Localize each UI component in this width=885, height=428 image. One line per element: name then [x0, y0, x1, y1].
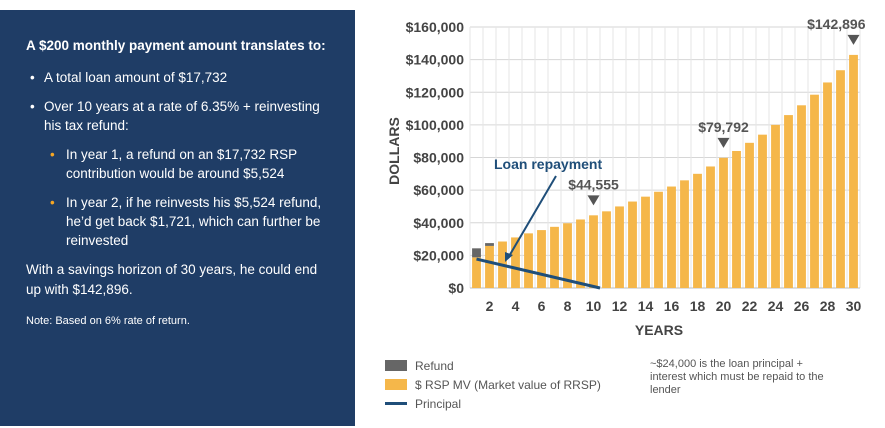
rsp-bar: [472, 257, 481, 288]
x-tick-label: 24: [768, 298, 784, 314]
x-tick-label: 30: [846, 298, 862, 314]
y-tick-label: $20,000: [413, 247, 464, 263]
rsp-bar: [589, 215, 598, 288]
x-tick-label: 12: [612, 298, 628, 314]
callout-marker-icon: [587, 195, 600, 206]
rsp-bar: [576, 219, 585, 288]
sub-bullet-year-1: In year 1, a refund on an $17,732 RSP co…: [44, 145, 331, 183]
rsp-bar: [667, 186, 676, 288]
rsp-bar: [524, 233, 533, 288]
rsp-bar-chart: $0 $20,000 $40,000 $60,000 $80,000 $100,000 $1…: [386, 16, 866, 338]
summary-text: With a savings horizon of 30 years, he c…: [26, 262, 318, 297]
refund-bar: [472, 248, 481, 258]
x-tick-label: 20: [716, 298, 732, 314]
rsp-bar: [732, 150, 741, 288]
principal-line: [476, 257, 601, 290]
legend: Refund $ RSP MV (Market value of RRSP) P…: [385, 356, 601, 413]
rsp-bar: [849, 54, 858, 288]
y-tick-label: $40,000: [413, 215, 464, 231]
rsp-bar: [628, 201, 637, 288]
y-tick-label: $140,000: [406, 52, 465, 68]
rsp-bar: [706, 166, 715, 288]
legend-swatch-refund: [385, 360, 407, 371]
rsp-bar: [745, 142, 754, 288]
bullet-loan-amount: A total loan amount of $17,732: [26, 68, 331, 87]
rsp-bar: [511, 237, 520, 288]
rsp-bar: [602, 211, 611, 288]
rsp-bar: [537, 230, 546, 288]
legend-item-rsp: $ RSP MV (Market value of RRSP): [385, 375, 601, 394]
rsp-bar: [680, 180, 689, 288]
rsp-bar: [771, 124, 780, 288]
x-tick-label: 26: [794, 298, 810, 314]
loan-repayment-label: Loan repayment: [494, 156, 602, 172]
callouts: $44,555 $79,792 $142,896: [568, 16, 866, 206]
bars: [472, 54, 858, 289]
legend-label-rsp: $ RSP MV (Market value of RRSP): [415, 377, 601, 392]
x-tick-label: 10: [586, 298, 602, 314]
rsp-bar: [758, 134, 767, 288]
grid-lines: [469, 26, 861, 289]
y-axis-title: DOLLARS: [386, 117, 402, 185]
bullet-ten-years-text: Over 10 years at a rate of 6.35% + reinv…: [44, 99, 320, 133]
rsp-bar: [836, 70, 845, 289]
rsp-bar: [563, 223, 572, 288]
rsp-bar: [823, 82, 832, 289]
rsp-bar: [693, 173, 702, 288]
loan-repayment-pointer: [507, 175, 557, 259]
legend-label-principal: Principal: [415, 396, 462, 411]
sub-bullet-year-2: In year 2, if he reinvests his $5,524 re…: [44, 193, 331, 250]
rsp-bar: [810, 94, 819, 289]
refund-bar: [485, 243, 494, 246]
x-tick-label: 2: [486, 298, 494, 314]
x-tick-label: 4: [512, 298, 520, 314]
rsp-bar: [797, 105, 806, 288]
principal-line-layer: Loan repayment: [476, 156, 602, 290]
legend-label-refund: Refund: [415, 358, 454, 373]
bullet-list: A total loan amount of $17,732 Over 10 y…: [26, 68, 331, 250]
sub-bullet-list: In year 1, a refund on an $17,732 RSP co…: [44, 145, 331, 250]
legend-item-refund: Refund: [385, 356, 601, 375]
note-text: Note: Based on 6% rate of return.: [26, 315, 190, 327]
y-axis-ticks: $0 $20,000 $40,000 $60,000 $80,000 $100,000 $1…: [406, 19, 465, 296]
panel-heading: A $200 monthly payment amount translates…: [26, 38, 326, 53]
info-panel: A $200 monthly payment amount translates…: [0, 10, 355, 426]
x-axis-title: YEARS: [635, 322, 683, 338]
rsp-bar: [485, 245, 494, 288]
rsp-bar: [719, 157, 728, 288]
legend-swatch-rsp: [385, 379, 407, 390]
y-tick-label: $100,000: [406, 117, 465, 133]
x-tick-label: 16: [664, 298, 680, 314]
x-tick-label: 6: [538, 298, 546, 314]
y-tick-label: $160,000: [406, 19, 465, 35]
rsp-bar: [641, 196, 650, 288]
y-tick-label: $120,000: [406, 84, 465, 100]
x-tick-label: 14: [638, 298, 654, 314]
callout-marker-icon: [847, 34, 860, 45]
x-tick-label: 22: [742, 298, 758, 314]
callout-label: $79,792: [698, 119, 749, 135]
callout-marker-icon: [717, 137, 730, 148]
x-tick-label: 18: [690, 298, 706, 314]
x-tick-label: 28: [820, 298, 836, 314]
bullet-ten-years: Over 10 years at a rate of 6.35% + reinv…: [26, 97, 331, 250]
callout-label: $44,555: [568, 176, 619, 192]
x-tick-label: 8: [564, 298, 572, 314]
y-tick-label: $80,000: [413, 150, 464, 166]
legend-item-principal: Principal: [385, 394, 601, 413]
rsp-bar: [654, 191, 663, 288]
rsp-bar: [550, 226, 559, 288]
y-tick-label: $60,000: [413, 182, 464, 198]
rsp-bar: [615, 206, 624, 288]
rsp-bar: [784, 115, 793, 289]
legend-swatch-principal: [385, 402, 407, 405]
x-axis-ticks: 2 4 6 8 10 12 14 16 18 20 22 24 26 28 30: [486, 298, 862, 314]
legend-note: ~$24,000 is the loan principal + interes…: [650, 358, 824, 396]
loan-repayment-arrowhead: [505, 252, 513, 262]
y-tick-label: $0: [448, 280, 464, 296]
callout-label: $142,896: [807, 16, 866, 32]
